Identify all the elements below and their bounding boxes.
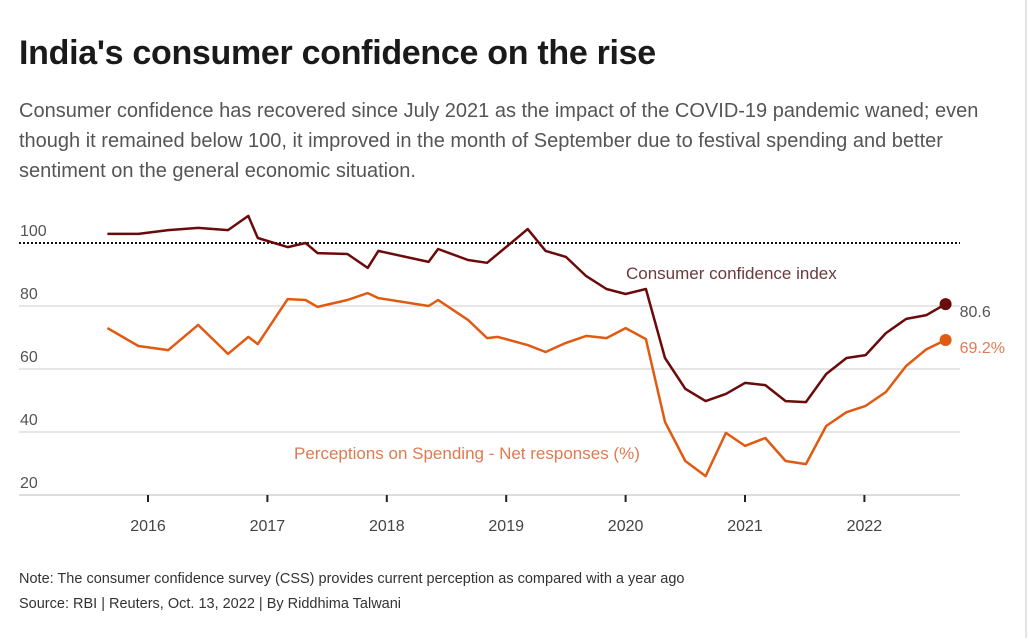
- y-tick-label: 100: [20, 223, 47, 240]
- y-tick-label: 60: [20, 349, 38, 366]
- x-tick-label: 2022: [847, 518, 883, 535]
- chart-title: India's consumer confidence on the rise: [19, 34, 656, 72]
- series-end-label-0: 80.6: [960, 304, 991, 321]
- series-end-label-1: 69.2%: [960, 340, 1005, 357]
- chart-note: Note: The consumer confidence survey (CS…: [19, 571, 685, 587]
- x-tick-label: 2018: [369, 518, 405, 535]
- series-line-1: [106, 291, 947, 478]
- series-line-0: [107, 214, 947, 404]
- x-tick-label: 2020: [608, 518, 644, 535]
- chart-source: Source: RBI | Reuters, Oct. 13, 2022 | B…: [19, 596, 402, 612]
- y-tick-label: 80: [20, 286, 38, 303]
- x-tick-label: 2019: [488, 518, 524, 535]
- series-end-point-1: [939, 334, 952, 347]
- series-end-point-0: [939, 298, 952, 311]
- x-tick-label: 2021: [727, 518, 763, 535]
- x-tick-label: 2017: [250, 518, 286, 535]
- series-label-1: Perceptions on Spending - Net responses …: [294, 444, 640, 463]
- y-tick-label: 40: [20, 412, 38, 429]
- chart-subtitle: Consumer confidence has recovered since …: [19, 100, 979, 182]
- x-tick-label: 2016: [130, 518, 166, 535]
- series-label-0: Consumer confidence index: [626, 264, 837, 283]
- y-tick-label: 20: [20, 475, 38, 492]
